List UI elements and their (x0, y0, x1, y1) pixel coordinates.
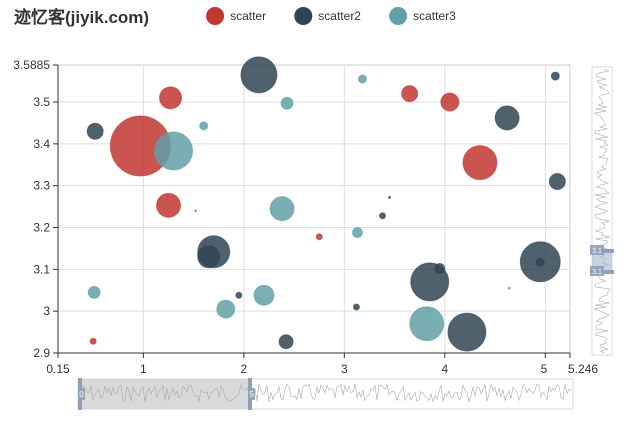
x-zoom-handle-label: 0 (79, 390, 84, 399)
y-tick-label: 3.1 (33, 262, 50, 276)
scatter-point[interactable] (199, 121, 209, 131)
y-tick-label: 2.9 (33, 346, 50, 360)
scatter-point[interactable] (388, 195, 392, 199)
scatter-point[interactable] (278, 334, 294, 350)
x-tick-label: 0.15 (46, 362, 70, 376)
legend-marker (389, 7, 408, 25)
y-zoom-handle-label: 3.1 (592, 269, 602, 276)
scatter-point[interactable] (156, 192, 182, 218)
y-tick-label: 3.5 (33, 95, 50, 109)
scatter-point[interactable] (447, 312, 487, 352)
scatter-point[interactable] (548, 172, 566, 190)
legend-marker (206, 7, 225, 25)
scatter-point[interactable] (379, 212, 387, 220)
plot-area (86, 56, 566, 352)
y-tick-label: 3.3 (33, 179, 50, 193)
scatter-point[interactable] (89, 337, 97, 345)
scatter-point[interactable] (315, 233, 323, 241)
scatter-point[interactable] (240, 56, 278, 94)
scatter-point[interactable] (216, 299, 236, 319)
scatter-point[interactable] (197, 245, 221, 269)
series-scatter2 (86, 56, 566, 352)
x-zoom-handle-label-bg (248, 388, 255, 400)
scatter-point[interactable] (550, 71, 560, 81)
legend-item-scatter3[interactable]: scatter3 (389, 7, 456, 25)
x-zoom-handle-label-bg (78, 388, 85, 400)
y-tick-label: 3.4 (33, 137, 50, 151)
x-tick-label: 2 (241, 362, 248, 376)
grid-lines (57, 64, 571, 354)
axes: 0.15 1 2 3 4 5 5.246 3.5885 3.5 3.4 3.3 3.2 3.1 3 2.9 (13, 58, 598, 376)
chart-title: 迹忆客(jiyik.com) (14, 7, 149, 27)
scatter-point[interactable] (462, 145, 498, 181)
y-zoom-handle-label-bg (590, 245, 604, 255)
legend-marker (294, 7, 313, 25)
scatter-point[interactable] (409, 306, 445, 342)
scatter-point[interactable] (401, 85, 419, 103)
scatter-point[interactable] (86, 122, 104, 140)
x-zoom-handle-label: 5 (249, 390, 254, 399)
scatter-point[interactable] (357, 74, 367, 84)
y-tick-label: 3.5885 (13, 58, 50, 72)
y-zoom-handle-label-bg (590, 266, 604, 276)
y-tick-label: 3.2 (33, 221, 50, 235)
scatter-point[interactable] (159, 86, 183, 110)
legend-label: scatter3 (413, 9, 456, 23)
scatter-point[interactable] (269, 196, 295, 222)
scatter-point[interactable] (154, 131, 194, 171)
legend-label: scatter (230, 9, 266, 23)
x-tick-label: 4 (441, 362, 448, 376)
scatter-point[interactable] (194, 209, 198, 213)
scatter-point[interactable] (434, 263, 446, 275)
y-zoom-handle-label: 3.1 (592, 248, 602, 255)
scatter-point[interactable] (253, 284, 275, 306)
x-tick-label: 3 (341, 362, 348, 376)
x-tick-label: 5.246 (568, 362, 598, 376)
x-zoom-shadow (78, 383, 572, 403)
legend-item-scatter2[interactable]: scatter2 (294, 7, 361, 25)
scatter-point[interactable] (507, 286, 511, 290)
legend-item-scatter[interactable]: scatter (206, 7, 266, 25)
scatter-point[interactable] (440, 92, 460, 112)
y-tick-label: 3 (43, 304, 50, 318)
legend-label: scatter2 (318, 9, 361, 23)
scatter-point[interactable] (235, 291, 243, 299)
scatter-point[interactable] (494, 105, 520, 131)
y-data-zoom-slider[interactable]: 3.1 3.1 (590, 66, 614, 356)
series-scatter3 (87, 74, 511, 342)
scatter-point[interactable] (87, 285, 101, 299)
y-zoom-shadow (593, 68, 611, 354)
x-tick-label: 5 (541, 362, 548, 376)
series-scatter (89, 85, 498, 345)
legend: scatter scatter2 scatter3 (206, 7, 456, 25)
scatter-point[interactable] (351, 227, 363, 239)
scatter-point[interactable] (352, 303, 360, 311)
scatter-point[interactable] (535, 257, 545, 267)
x-tick-label: 1 (140, 362, 147, 376)
plot-border (57, 64, 571, 354)
scatter-point[interactable] (280, 96, 294, 110)
